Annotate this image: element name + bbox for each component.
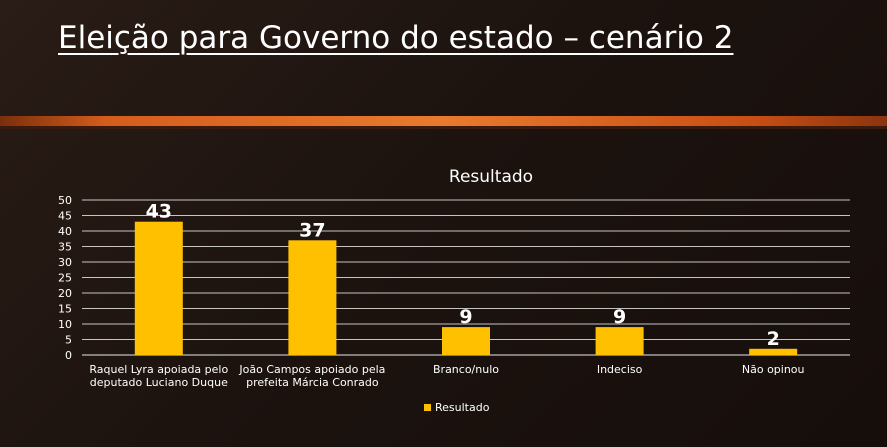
category-label: Raquel Lyra apoiada pelo	[89, 363, 228, 376]
data-label: 37	[299, 219, 325, 241]
y-tick-label: 45	[58, 210, 72, 223]
data-label: 9	[459, 306, 472, 328]
y-tick-label: 40	[58, 225, 72, 238]
legend-swatch	[424, 404, 431, 411]
bar	[749, 348, 798, 355]
y-tick-label: 5	[65, 334, 72, 347]
bar	[442, 327, 490, 355]
legend-label: Resultado	[435, 401, 490, 414]
bar	[288, 240, 337, 355]
category-label: prefeita Márcia Conrado	[246, 376, 379, 389]
bar	[595, 327, 644, 355]
slide-title: Eleição para Governo do estado – cenário…	[58, 20, 734, 56]
y-tick-label: 10	[58, 318, 72, 331]
y-tick-label: 50	[58, 194, 72, 207]
category-label: Indeciso	[597, 363, 643, 376]
chart-legend: Resultado	[424, 401, 489, 414]
bar	[134, 221, 183, 355]
y-tick-label: 15	[58, 303, 72, 316]
category-label: deputado Luciano Duque	[90, 376, 228, 389]
accent-band-shadow	[0, 126, 887, 129]
data-label: 9	[613, 306, 626, 328]
y-tick-label: 0	[65, 349, 72, 362]
data-label: 43	[146, 201, 172, 223]
y-tick-label: 25	[58, 272, 72, 285]
chart-title: Resultado	[449, 167, 533, 187]
category-label: Não opinou	[742, 363, 805, 376]
accent-band	[0, 116, 887, 126]
data-label: 2	[767, 328, 780, 350]
category-label: João Campos apoiado pela	[238, 363, 385, 376]
category-label: Branco/nulo	[433, 363, 499, 376]
y-tick-label: 35	[58, 241, 72, 254]
y-tick-label: 30	[58, 256, 72, 269]
y-tick-label: 20	[58, 287, 72, 300]
